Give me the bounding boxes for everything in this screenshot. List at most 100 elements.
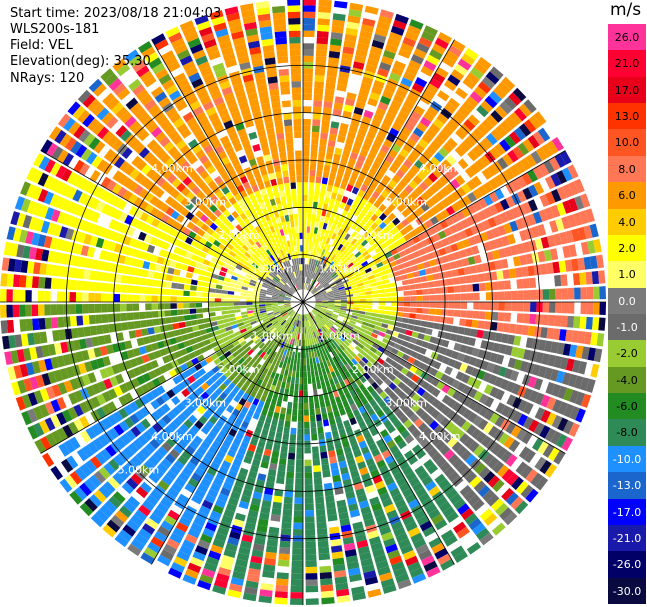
- velocity-gate: [343, 542, 356, 551]
- velocity-gate: [294, 352, 298, 359]
- velocity-gate: [444, 366, 453, 376]
- velocity-gate: [229, 279, 237, 284]
- velocity-gate: [232, 202, 241, 211]
- velocity-gate: [510, 207, 521, 219]
- velocity-gate: [503, 511, 518, 526]
- velocity-gate: [107, 414, 118, 426]
- velocity-gate: [519, 360, 529, 373]
- velocity-gate: [150, 126, 163, 138]
- velocity-gate: [342, 400, 350, 408]
- velocity-gate: [424, 267, 433, 275]
- velocity-gate: [374, 361, 382, 369]
- velocity-gate: [178, 321, 186, 329]
- velocity-gate: [25, 231, 34, 245]
- velocity-gate: [416, 122, 428, 133]
- velocity-gate: [20, 260, 29, 273]
- velocity-gate: [142, 261, 151, 270]
- velocity-gate: [342, 46, 355, 55]
- velocity-gate: [231, 137, 241, 147]
- velocity-gate: [376, 409, 385, 418]
- velocity-gate: [325, 312, 332, 317]
- velocity-gate: [149, 512, 162, 525]
- velocity-gate: [268, 357, 275, 364]
- velocity-gate: [163, 543, 177, 556]
- velocity-gate: [556, 170, 568, 184]
- velocity-gate: [412, 271, 421, 278]
- velocity-gate: [143, 234, 153, 244]
- velocity-gate: [455, 128, 467, 140]
- velocity-gate: [171, 385, 181, 395]
- velocity-gate: [217, 275, 225, 281]
- velocity-gate: [411, 374, 420, 383]
- velocity-gate: [90, 396, 101, 408]
- velocity-gate: [241, 140, 251, 149]
- velocity-gate: [203, 562, 218, 573]
- velocity-gate: [268, 233, 275, 241]
- velocity-gate: [178, 516, 192, 527]
- velocity-gate: [258, 297, 266, 300]
- velocity-gate: [69, 292, 76, 302]
- velocity-gate: [135, 356, 144, 366]
- velocity-gate: [391, 122, 403, 132]
- velocity-gate: [220, 266, 228, 273]
- velocity-gate: [311, 265, 315, 272]
- velocity-gate: [165, 185, 176, 195]
- velocity-gate: [334, 298, 341, 301]
- velocity-gate: [381, 234, 390, 242]
- velocity-gate: [445, 270, 453, 278]
- velocity-gate: [484, 396, 495, 408]
- velocity-gate: [441, 255, 449, 264]
- velocity-gate: [418, 492, 431, 504]
- velocity-gate: [346, 384, 354, 392]
- velocity-gate: [262, 317, 270, 323]
- velocity-gate: [282, 261, 288, 269]
- velocity-gate: [258, 414, 266, 423]
- velocity-gate: [321, 305, 328, 309]
- velocity-gate: [203, 281, 211, 288]
- velocity-gate: [509, 220, 519, 232]
- velocity-gate: [21, 394, 32, 409]
- velocity-gate: [258, 304, 266, 307]
- velocity-gate: [284, 302, 291, 304]
- velocity-gate: [128, 330, 137, 339]
- velocity-gate: [285, 336, 290, 344]
- velocity-gate: [447, 358, 457, 368]
- velocity-gate: [259, 310, 267, 314]
- velocity-gate: [410, 532, 424, 544]
- velocity-gate: [426, 145, 437, 156]
- velocity-gate: [212, 538, 225, 549]
- velocity-gate: [370, 390, 379, 399]
- velocity-gate: [108, 427, 120, 440]
- velocity-gate: [305, 541, 316, 549]
- velocity-gate: [204, 435, 214, 445]
- velocity-gate: [112, 82, 127, 96]
- velocity-gate: [416, 295, 423, 301]
- velocity-gate: [192, 49, 206, 60]
- velocity-gate: [549, 220, 559, 233]
- velocity-gate: [187, 37, 201, 49]
- velocity-gate: [140, 94, 153, 106]
- velocity-gate: [441, 56, 456, 68]
- velocity-gate: [589, 255, 598, 269]
- velocity-gate: [366, 218, 375, 227]
- velocity-gate: [265, 355, 272, 363]
- velocity-gate: [111, 183, 122, 195]
- velocity-gate: [311, 131, 320, 139]
- velocity-gate: [395, 338, 404, 345]
- velocity-gate: [522, 201, 532, 214]
- velocity-gate: [435, 66, 449, 79]
- velocity-gate: [473, 292, 480, 301]
- velocity-gate: [304, 283, 306, 290]
- velocity-gate: [7, 258, 16, 272]
- velocity-gate: [445, 154, 457, 166]
- velocity-gate: [176, 49, 191, 61]
- velocity-gate: [426, 431, 437, 442]
- velocity-gate: [465, 454, 477, 466]
- velocity-gate: [319, 349, 324, 356]
- velocity-gate: [374, 257, 382, 265]
- velocity-gate: [216, 235, 224, 243]
- velocity-gate: [150, 172, 162, 183]
- velocity-gate: [279, 334, 285, 341]
- velocity-gate: [274, 386, 281, 394]
- velocity-gate: [289, 288, 295, 294]
